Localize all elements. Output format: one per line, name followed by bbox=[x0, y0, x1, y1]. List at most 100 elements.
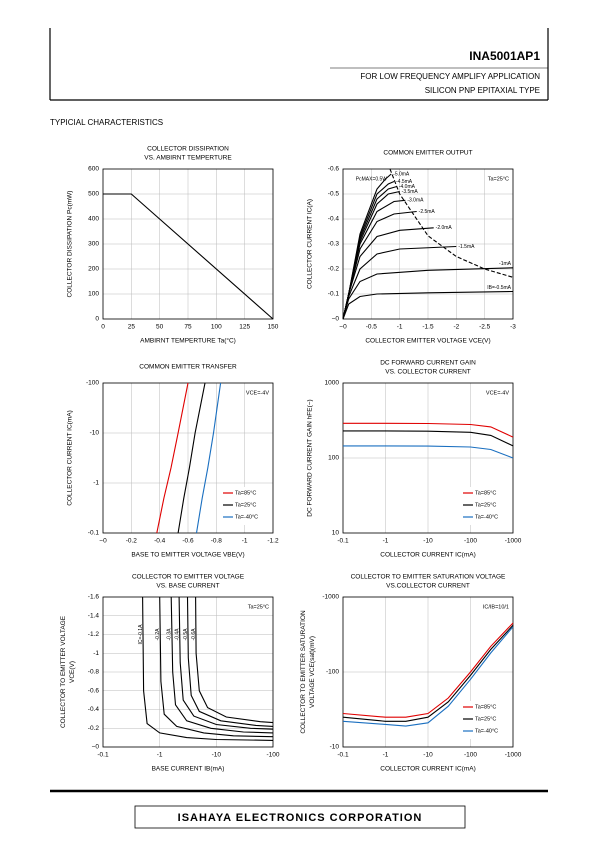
curve bbox=[156, 382, 189, 534]
series-label: -4.5mA bbox=[396, 179, 413, 185]
y-tick-label: -1 bbox=[93, 650, 99, 657]
y-tick-label: −0 bbox=[332, 316, 340, 323]
x-tick-label: −0 bbox=[339, 324, 347, 331]
y-tick-label: 100 bbox=[328, 455, 339, 462]
x-tick-label: -0.2 bbox=[126, 538, 138, 545]
chart-subtitle: VS. BASE CURRENT bbox=[156, 583, 219, 590]
x-tick-label: -0.1 bbox=[337, 538, 349, 545]
y-axis-label: COLLECTOR CURRENT IC(mA) bbox=[67, 410, 74, 505]
curve bbox=[195, 382, 222, 534]
y-tick-label: 100 bbox=[88, 291, 99, 298]
y-tick-label: -0.1 bbox=[328, 291, 340, 298]
y-axis-label: COLLECTOR TO EMITTER SATURATION bbox=[300, 610, 307, 734]
x-tick-label: 50 bbox=[156, 324, 164, 331]
curve bbox=[343, 445, 514, 459]
x-tick-label: -0.4 bbox=[154, 538, 166, 545]
y-tick-label: 0 bbox=[95, 316, 99, 323]
series-label: -2.5mA bbox=[419, 209, 436, 215]
series-label: -1mA bbox=[499, 261, 512, 267]
footer-box bbox=[134, 805, 466, 829]
curve bbox=[343, 430, 514, 447]
series-label: -0.4A bbox=[174, 628, 180, 641]
y-tick-label: -100 bbox=[86, 380, 99, 387]
x-tick-label: -0.5 bbox=[366, 324, 378, 331]
chart-subtitle: VS. AMBIRNT TEMPERTURE bbox=[144, 155, 232, 162]
part-number: INA5001AP1 bbox=[469, 49, 540, 63]
series-label: -0.6A bbox=[191, 628, 197, 641]
series-label: -0.3A bbox=[167, 628, 173, 641]
x-tick-label: -0.6 bbox=[182, 538, 194, 545]
x-tick-label: -10 bbox=[212, 752, 222, 759]
y-tick-label: -100 bbox=[326, 669, 339, 676]
series-label: -5.0mA bbox=[393, 171, 410, 177]
chart-title: COLLECTOR TO EMITTER SATURATION VOLTAGE bbox=[351, 574, 506, 581]
y-tick-label: -10 bbox=[330, 744, 340, 751]
curve bbox=[177, 382, 206, 534]
legend-label: Ta=-40°C bbox=[475, 514, 498, 520]
series-label: -4.0mA bbox=[399, 184, 416, 190]
chart-subtitle: VS.COLLECTOR CURRENT bbox=[386, 583, 470, 590]
chart-subtitle: VS. COLLECTOR CURRENT bbox=[385, 369, 471, 376]
y-tick-label: 10 bbox=[332, 530, 340, 537]
y-tick-label: 500 bbox=[88, 191, 99, 198]
curve bbox=[343, 422, 514, 438]
x-tick-label: -2.5 bbox=[479, 324, 491, 331]
x-tick-label: 125 bbox=[239, 324, 250, 331]
annotation: VCE=-4V bbox=[246, 390, 269, 396]
chart-title: DC FORWARD CURRENT GAIN bbox=[380, 360, 476, 367]
curve bbox=[103, 193, 274, 320]
y-tick-label: -1000 bbox=[322, 594, 339, 601]
y-tick-label: -0.6 bbox=[88, 687, 100, 694]
y-tick-label: 300 bbox=[88, 241, 99, 248]
chart-title: COLLECTOR DISSIPATION bbox=[147, 146, 229, 153]
x-tick-label: -0.1 bbox=[97, 752, 109, 759]
y-tick-label: -0.4 bbox=[328, 216, 340, 223]
y-tick-label: 400 bbox=[88, 216, 99, 223]
section-title: TYPICIAL CHARACTERISTICS bbox=[50, 118, 163, 127]
series-label: PcMAX=0.5W bbox=[356, 176, 388, 182]
plot-frame bbox=[342, 168, 514, 320]
x-tick-label: 75 bbox=[184, 324, 192, 331]
curve bbox=[342, 626, 514, 727]
x-tick-label: -1.5 bbox=[422, 324, 434, 331]
x-tick-label: -100 bbox=[464, 752, 477, 759]
series-label: IB=-0.5mA bbox=[487, 285, 511, 291]
y-tick-label: -0.2 bbox=[88, 725, 100, 732]
curve bbox=[159, 596, 274, 738]
x-tick-label: -1 bbox=[383, 752, 389, 759]
legend-label: Ta=85°C bbox=[235, 490, 256, 496]
y-tick-label: -0.6 bbox=[328, 166, 340, 173]
legend-label: Ta=85°C bbox=[475, 704, 496, 710]
x-tick-label: 150 bbox=[268, 324, 279, 331]
y-tick-label: −0 bbox=[92, 744, 100, 751]
x-axis-label: BASE CURRENT IB(mA) bbox=[152, 766, 225, 773]
y-tick-label: -1.6 bbox=[88, 594, 100, 601]
legend-label: Ta=-40°C bbox=[475, 728, 498, 734]
x-axis-label: COLLECTOR EMITTER VOLTAGE VCE(V) bbox=[365, 338, 490, 345]
annotation: VCE=-4V bbox=[486, 390, 509, 396]
legend-label: Ta=25°C bbox=[475, 502, 496, 508]
x-tick-label: -1 bbox=[383, 538, 389, 545]
x-tick-label: -10 bbox=[423, 538, 433, 545]
x-axis-label: AMBIRNT TEMPERTURE Ta(°C) bbox=[140, 337, 236, 345]
footer: ISAHAYA ELECTRONICS CORPORATION bbox=[178, 812, 423, 824]
annotation: IC/IB=10/1 bbox=[483, 604, 509, 610]
curve bbox=[186, 596, 274, 727]
x-tick-label: -1000 bbox=[505, 538, 522, 545]
curve bbox=[195, 596, 274, 724]
x-tick-label: -100 bbox=[464, 538, 477, 545]
y-axis-label: VCE(V) bbox=[69, 661, 76, 683]
x-tick-label: -10 bbox=[423, 752, 433, 759]
y-axis-label: COLLECTOR CURRENT IC(A) bbox=[307, 199, 314, 289]
series-label: IC=-0.1A bbox=[138, 624, 144, 645]
chart-title: COMMON EMITTER OUTPUT bbox=[383, 150, 472, 157]
header-line: SILICON PNP EPITAXIAL TYPE bbox=[425, 86, 540, 95]
series-label: -3.0mA bbox=[407, 198, 424, 204]
x-tick-label: -0.8 bbox=[211, 538, 223, 545]
x-axis-label: BASE TO EMITTER VOLTAGE VBE(V) bbox=[131, 552, 244, 559]
y-tick-label: -0.5 bbox=[328, 191, 340, 198]
legend-label: Ta=85°C bbox=[475, 490, 496, 496]
x-tick-label: -100 bbox=[266, 752, 279, 759]
y-axis-label: VOLTAGE VCE(sat)(mV) bbox=[309, 636, 316, 708]
